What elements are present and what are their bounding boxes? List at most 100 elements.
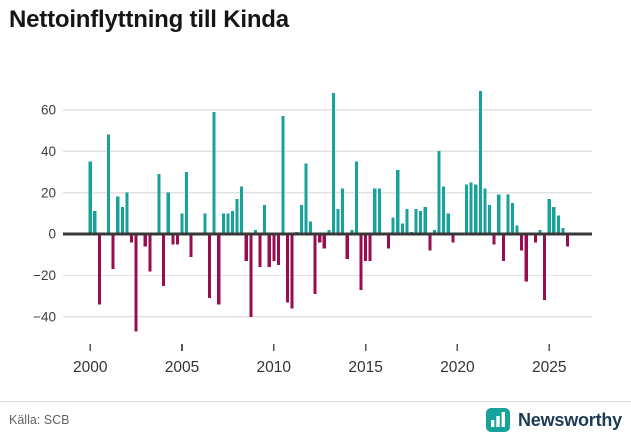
- bar: [336, 209, 340, 234]
- bar: [207, 234, 212, 299]
- bar: [474, 184, 478, 234]
- x-axis-tick-label: 2000: [73, 359, 108, 376]
- x-axis-tick-label: 2015: [348, 359, 382, 376]
- bar: [552, 207, 556, 234]
- bar: [304, 163, 308, 234]
- bar: [290, 234, 294, 309]
- bar: [451, 234, 455, 243]
- bar: [116, 196, 120, 234]
- bar: [331, 93, 336, 235]
- bar: [364, 234, 368, 261]
- chart-canvas: 60 40 20 0 −20 −40 2000 2005 2010 2015 2020 2025: [33, 91, 592, 376]
- bar: [203, 213, 207, 234]
- bar: [267, 234, 271, 268]
- bar: [469, 182, 473, 234]
- bar: [221, 213, 225, 234]
- bar: [478, 91, 482, 234]
- bar: [419, 211, 423, 234]
- bar: [162, 234, 166, 286]
- bar: [538, 229, 542, 234]
- y-axis-tick-label: 0: [48, 227, 56, 242]
- bar: [88, 161, 92, 234]
- bar: [396, 169, 400, 234]
- bar: [391, 217, 395, 234]
- bar: [414, 209, 418, 234]
- bar: [93, 211, 97, 234]
- bar: [107, 134, 111, 234]
- bar: [318, 234, 322, 243]
- y-axis-tick-label: 40: [41, 144, 56, 159]
- bar: [487, 205, 492, 234]
- bar: [566, 234, 570, 247]
- bar: [465, 184, 469, 234]
- bar: [533, 234, 537, 243]
- bar: [322, 234, 326, 249]
- bar: [253, 229, 257, 234]
- bar: [212, 111, 216, 234]
- newsworthy-icon: [485, 408, 510, 432]
- bar: [166, 192, 170, 234]
- bar: [129, 234, 134, 243]
- bar: [217, 234, 221, 305]
- bar: [230, 211, 235, 234]
- bar: [428, 234, 432, 251]
- bar: [171, 234, 175, 245]
- bar: [497, 194, 501, 234]
- y-axis-tick-label: −40: [33, 310, 56, 325]
- chart-title: Nettoinflyttning till Kinda: [9, 6, 289, 33]
- bar: [299, 205, 303, 234]
- bar: [432, 229, 436, 234]
- bar: [492, 234, 496, 245]
- bar: [373, 188, 377, 234]
- bar: [148, 234, 152, 272]
- bar: [377, 188, 381, 234]
- bar: [543, 234, 547, 301]
- bar: [235, 198, 239, 234]
- bar: [442, 186, 446, 234]
- bar: [515, 225, 519, 234]
- bar: [244, 234, 248, 261]
- bar: [327, 229, 331, 234]
- y-axis-tick-label: −20: [33, 268, 56, 283]
- bar: [400, 223, 404, 234]
- bar: [354, 161, 358, 234]
- x-axis-tick-label: 2020: [440, 359, 475, 376]
- bar: [143, 234, 147, 247]
- bar: [120, 207, 124, 234]
- bar: [272, 234, 276, 261]
- x-axis-tick-label: 2010: [257, 359, 292, 376]
- bar: [249, 234, 253, 317]
- bar: [189, 234, 193, 257]
- bar: [405, 209, 409, 234]
- bar: [97, 234, 101, 305]
- bar: [175, 234, 179, 245]
- bar: [506, 194, 510, 234]
- bar: [263, 205, 267, 234]
- brand-logo[interactable]: Newsworthy: [485, 407, 622, 433]
- bar: [483, 188, 487, 234]
- bar: [185, 171, 189, 234]
- bar: [308, 221, 313, 234]
- bar: [387, 234, 391, 249]
- bar: [157, 173, 161, 234]
- bar: [341, 188, 345, 234]
- bar: [520, 234, 524, 251]
- bar: [111, 234, 115, 270]
- bar: [226, 213, 230, 234]
- y-axis-tick-label: 60: [41, 103, 56, 118]
- bar-chart: 60 40 20 0 −20 −40 2000 2005 2010 2015 2020 2025: [0, 78, 631, 388]
- bar: [501, 234, 505, 261]
- bar: [281, 116, 285, 234]
- bar: [345, 234, 349, 259]
- bar: [524, 234, 528, 282]
- bar: [276, 234, 280, 266]
- bar: [359, 234, 363, 290]
- x-axis-tick-label: 2025: [532, 359, 566, 376]
- bar: [258, 234, 262, 268]
- source-label: Källa: SCB: [9, 413, 70, 427]
- bar: [134, 234, 138, 332]
- bar: [547, 198, 551, 234]
- bar: [240, 186, 244, 234]
- y-axis-tick-label: 20: [41, 185, 56, 200]
